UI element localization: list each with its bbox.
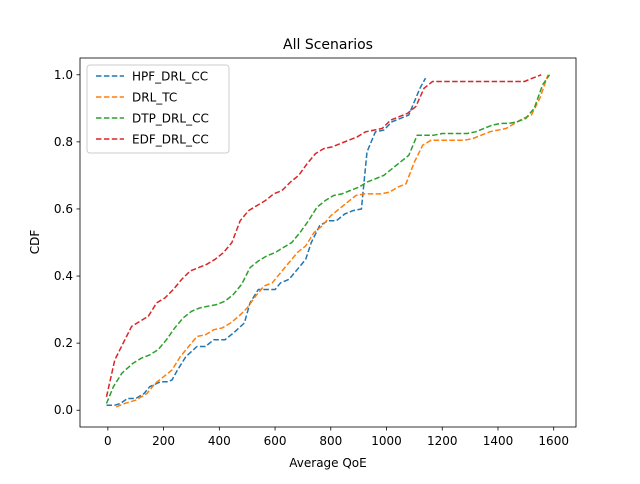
legend-label-1: DRL_TC [132,91,177,105]
x-tick-label: 1400 [483,434,514,448]
series-line-0 [106,77,427,406]
legend-label-3: EDF_DRL_CC [132,133,209,147]
x-axis-label: Average QoE [289,456,366,470]
x-tick-label: 0 [104,434,112,448]
x-tick-label: 200 [152,434,175,448]
series-line-2 [105,74,551,404]
x-tick-label: 1000 [371,434,402,448]
x-axis-ticks: 0 200 400 600 800 1000 1200 1400 1600 [104,427,569,448]
x-tick-label: 400 [208,434,231,448]
series-line-1 [115,74,549,408]
plot-frame [79,57,577,428]
y-axis-ticks: 0.0 0.2 0.4 0.6 0.8 1.0 [54,68,80,417]
x-tick-label: 1600 [538,434,569,448]
legend: HPF_DRL_CC DRL_TC DTP_DRL_CC EDF_DRL_CC [86,64,230,154]
plot-lines [105,74,551,408]
y-tick-label: 1.0 [54,68,73,82]
x-tick-label: 1200 [427,434,458,448]
series-line-3 [105,74,542,397]
legend-frame [86,64,230,154]
x-tick-label: 800 [319,434,342,448]
y-tick-label: 0.6 [54,202,73,216]
y-tick-label: 0.0 [54,403,73,417]
chart-title: All Scenarios [283,37,373,53]
legend-label-0: HPF_DRL_CC [132,70,208,84]
y-tick-label: 0.2 [54,336,73,350]
y-axis-label: CDF [28,230,42,255]
y-tick-label: 0.4 [54,269,73,283]
legend-label-2: DTP_DRL_CC [132,112,209,126]
x-tick-label: 600 [264,434,287,448]
y-tick-label: 0.8 [54,135,73,149]
